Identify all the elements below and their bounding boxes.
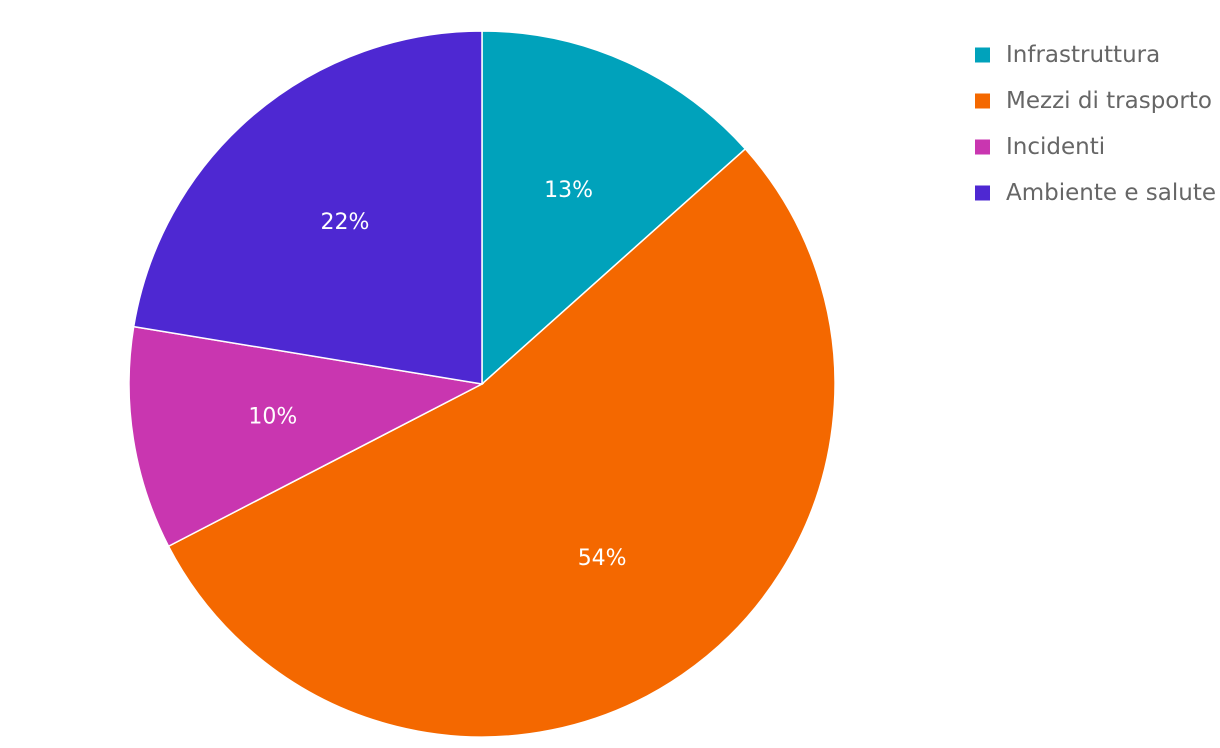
data-label-mezzi-di-trasporto: 54% — [578, 546, 627, 571]
legend-swatch — [975, 93, 990, 109]
legend-swatch — [975, 185, 990, 201]
legend-item-incidenti[interactable]: Incidenti — [975, 134, 1105, 160]
pie-slice-incidenti — [128, 325, 485, 548]
data-label-ambiente-e-salute: 22% — [321, 210, 370, 235]
data-label-infrastruttura: 13% — [544, 178, 593, 203]
legend-item-mezzi-di-trasporto[interactable]: Mezzi di trasporto — [975, 88, 1212, 114]
legend-label: Mezzi di trasporto — [1006, 88, 1212, 114]
legend-swatch — [975, 139, 990, 155]
legend-item-ambiente-e-salute[interactable]: Ambiente e salute — [975, 180, 1216, 206]
legend-item-infrastruttura[interactable]: Infrastruttura — [975, 42, 1160, 68]
legend: Infrastruttura Mezzi di trasporto Incident… — [975, 42, 1216, 206]
pie-slice-ambiente-e-salute — [132, 30, 483, 385]
data-label-incidenti: 10% — [248, 405, 297, 430]
pie-slice-mezzi-di-trasporto — [167, 147, 836, 738]
pie-data-labels: 13% 54% 10% 22% — [248, 178, 626, 571]
legend-label: Infrastruttura — [1006, 42, 1160, 68]
pie-slice-infrastruttura — [481, 30, 747, 386]
pie-slices — [128, 30, 836, 738]
legend-swatch — [975, 47, 990, 63]
legend-label: Incidenti — [1006, 134, 1105, 160]
legend-label: Ambiente e salute — [1006, 180, 1216, 206]
